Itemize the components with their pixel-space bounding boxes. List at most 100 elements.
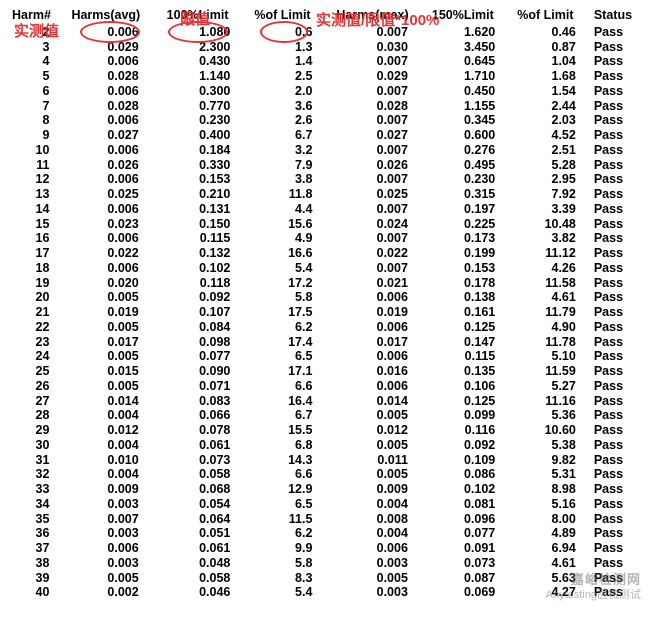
- table-cell: 0.300: [167, 84, 255, 99]
- table-cell: 0.006: [71, 261, 166, 276]
- table-row: 140.0060.1314.40.0070.1973.39Pass: [12, 202, 639, 217]
- table-cell: 0.007: [336, 261, 432, 276]
- table-row: 130.0250.21011.80.0250.3157.92Pass: [12, 187, 639, 202]
- table-cell: 0.029: [336, 69, 432, 84]
- table-cell: 0.019: [71, 305, 166, 320]
- table-cell: 0.132: [167, 246, 255, 261]
- table-cell: Pass: [594, 408, 639, 423]
- table-cell: 0.004: [336, 497, 432, 512]
- table-cell: 0.46: [517, 25, 594, 40]
- table-cell: 4: [12, 54, 71, 69]
- table-cell: 0.028: [336, 99, 432, 114]
- table-cell: 0.430: [167, 54, 255, 69]
- table-cell: 0.150: [167, 217, 255, 232]
- table-cell: 35: [12, 512, 71, 527]
- table-cell: 15.6: [254, 217, 336, 232]
- table-cell: 8: [12, 113, 71, 128]
- table-cell: 5.27: [517, 379, 594, 394]
- table-cell: Pass: [594, 276, 639, 291]
- table-cell: 0.173: [432, 231, 517, 246]
- table-cell: 5.38: [517, 438, 594, 453]
- table-cell: 0.600: [432, 128, 517, 143]
- table-cell: 5.31: [517, 467, 594, 482]
- table-cell: 0.005: [71, 349, 166, 364]
- table-cell: Pass: [594, 25, 639, 40]
- table-cell: 0.048: [167, 556, 255, 571]
- table-cell: 34: [12, 497, 71, 512]
- table-cell: 23: [12, 335, 71, 350]
- table-cell: 0.002: [71, 585, 166, 600]
- table-cell: 6.7: [254, 128, 336, 143]
- table-cell: 0.184: [167, 143, 255, 158]
- table-cell: Pass: [594, 305, 639, 320]
- table-cell: 0.153: [432, 261, 517, 276]
- table-cell: 5.4: [254, 585, 336, 600]
- table-cell: 5.4: [254, 261, 336, 276]
- table-row: 290.0120.07815.50.0120.11610.60Pass: [12, 423, 639, 438]
- col-header: Harms(avg): [71, 8, 166, 25]
- table-cell: 0.400: [167, 128, 255, 143]
- table-cell: 5.36: [517, 408, 594, 423]
- table-cell: 0.006: [71, 84, 166, 99]
- table-cell: 0.086: [432, 467, 517, 482]
- table-cell: 5.8: [254, 556, 336, 571]
- table-cell: 0.125: [432, 394, 517, 409]
- table-cell: 14: [12, 202, 71, 217]
- table-cell: 16: [12, 231, 71, 246]
- table-cell: 1.3: [254, 40, 336, 55]
- table-row: 170.0220.13216.60.0220.19911.12Pass: [12, 246, 639, 261]
- table-cell: 1.140: [167, 69, 255, 84]
- table-cell: 11.16: [517, 394, 594, 409]
- table-cell: 22: [12, 320, 71, 335]
- table-cell: 0.027: [336, 128, 432, 143]
- table-cell: 3.8: [254, 172, 336, 187]
- table-cell: 6: [12, 84, 71, 99]
- table-cell: 0.131: [167, 202, 255, 217]
- table-row: 250.0150.09017.10.0160.13511.59Pass: [12, 364, 639, 379]
- table-cell: 2.0: [254, 84, 336, 99]
- table-cell: 4.61: [517, 556, 594, 571]
- table-row: 390.0050.0588.30.0050.0875.63Pass: [12, 571, 639, 586]
- table-cell: 0.645: [432, 54, 517, 69]
- table-cell: Pass: [594, 69, 639, 84]
- table-cell: 11: [12, 158, 71, 173]
- table-row: 320.0040.0586.60.0050.0865.31Pass: [12, 467, 639, 482]
- table-cell: 17.2: [254, 276, 336, 291]
- table-cell: 3: [12, 40, 71, 55]
- table-cell: 4.90: [517, 320, 594, 335]
- table-cell: 0.230: [167, 113, 255, 128]
- table-cell: 13: [12, 187, 71, 202]
- table-cell: 5.10: [517, 349, 594, 364]
- table-cell: Pass: [594, 423, 639, 438]
- table-cell: 0.010: [71, 453, 166, 468]
- table-cell: 0.019: [336, 305, 432, 320]
- table-row: 110.0260.3307.90.0260.4955.28Pass: [12, 158, 639, 173]
- table-cell: 0.006: [71, 54, 166, 69]
- table-cell: 0.008: [336, 512, 432, 527]
- table-row: 210.0190.10717.50.0190.16111.79Pass: [12, 305, 639, 320]
- table-cell: 0.007: [71, 512, 166, 527]
- table-cell: 1.54: [517, 84, 594, 99]
- table-cell: 19: [12, 276, 71, 291]
- table-cell: 10.48: [517, 217, 594, 232]
- table-cell: Pass: [594, 349, 639, 364]
- table-cell: 0.004: [71, 467, 166, 482]
- table-cell: 4.27: [517, 585, 594, 600]
- table-cell: 0.197: [432, 202, 517, 217]
- table-cell: 8.3: [254, 571, 336, 586]
- table-cell: 6.2: [254, 320, 336, 335]
- table-cell: 0.005: [71, 571, 166, 586]
- table-cell: Pass: [594, 453, 639, 468]
- table-row: 360.0030.0516.20.0040.0774.89Pass: [12, 526, 639, 541]
- table-cell: 2.44: [517, 99, 594, 114]
- table-cell: 0.083: [167, 394, 255, 409]
- table-cell: 0.007: [336, 172, 432, 187]
- table-cell: 11.58: [517, 276, 594, 291]
- table-cell: 40: [12, 585, 71, 600]
- table-cell: 0.012: [71, 423, 166, 438]
- table-row: 90.0270.4006.70.0270.6004.52Pass: [12, 128, 639, 143]
- table-cell: 6.2: [254, 526, 336, 541]
- table-cell: 0.025: [336, 187, 432, 202]
- table-cell: Pass: [594, 438, 639, 453]
- table-cell: 0.091: [432, 541, 517, 556]
